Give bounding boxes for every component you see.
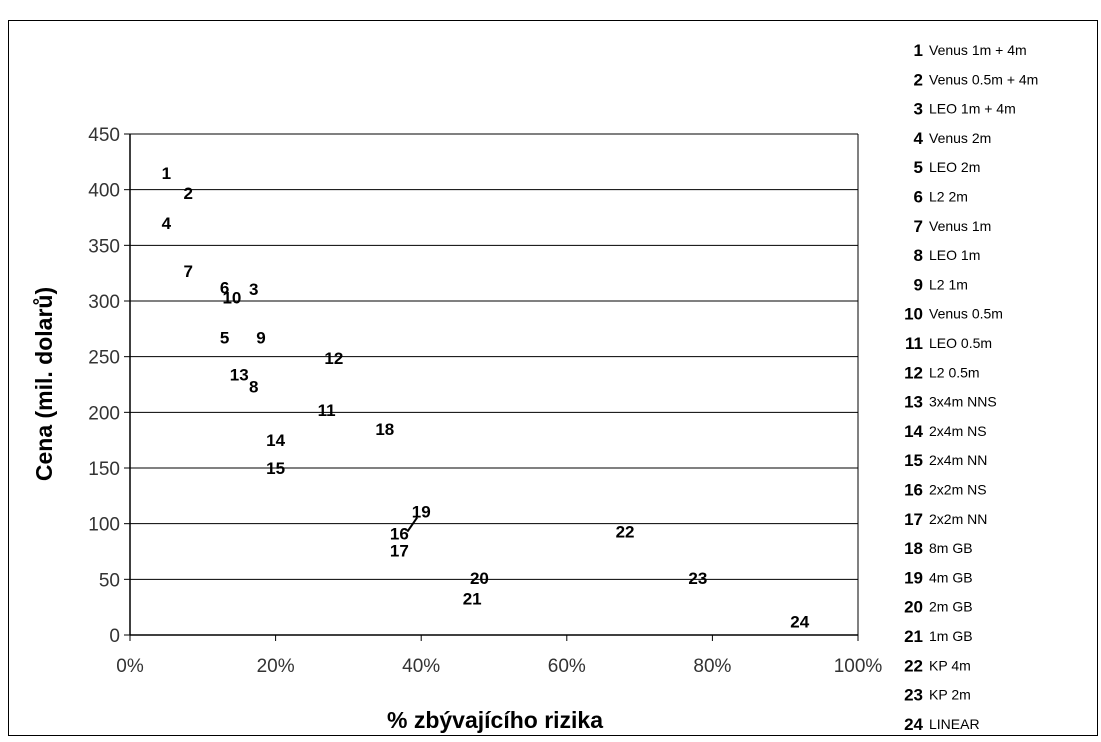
y-tick-label: 100 bbox=[88, 515, 120, 536]
legend-label-19: 4m GB bbox=[929, 569, 973, 585]
legend-label-2: Venus 0.5m + 4m bbox=[929, 71, 1038, 87]
data-point-20: 20 bbox=[470, 569, 489, 588]
legend-label-24: LINEAR bbox=[929, 716, 980, 732]
legend-number-15: 15 bbox=[904, 451, 923, 470]
x-tick-label: 60% bbox=[548, 656, 586, 677]
x-tick-label: 0% bbox=[116, 656, 144, 677]
chart-frame bbox=[8, 20, 1098, 736]
y-tick-label: 450 bbox=[88, 125, 120, 146]
data-point-17: 17 bbox=[390, 541, 409, 560]
legend-label-23: KP 2m bbox=[929, 687, 971, 703]
data-point-12: 12 bbox=[324, 349, 343, 368]
legend-label-16: 2x2m NS bbox=[929, 482, 987, 498]
data-point-23: 23 bbox=[688, 569, 707, 588]
data-point-4: 4 bbox=[162, 214, 172, 233]
data-point-8: 8 bbox=[249, 378, 258, 397]
x-tick-label: 100% bbox=[834, 656, 883, 677]
legend-label-6: L2 2m bbox=[929, 189, 968, 205]
data-point-15: 15 bbox=[266, 459, 285, 478]
legend-number-20: 20 bbox=[904, 598, 923, 617]
y-tick-label: 300 bbox=[88, 292, 120, 313]
legend-label-15: 2x4m NN bbox=[929, 452, 987, 468]
legend-number-5: 5 bbox=[914, 158, 923, 177]
data-point-6: 6 bbox=[220, 279, 229, 298]
data-point-10: 10 bbox=[222, 289, 241, 308]
data-point-24: 24 bbox=[790, 613, 809, 632]
connector-line bbox=[406, 516, 419, 533]
legend-number-10: 10 bbox=[904, 305, 923, 324]
data-point-21: 21 bbox=[463, 589, 482, 608]
x-tick-label: 80% bbox=[693, 656, 731, 677]
legend-number-19: 19 bbox=[904, 568, 923, 587]
legend-number-13: 13 bbox=[904, 393, 923, 412]
legend-number-6: 6 bbox=[914, 188, 923, 207]
legend-label-8: LEO 1m bbox=[929, 247, 980, 263]
legend-label-9: L2 1m bbox=[929, 276, 968, 292]
data-point-5: 5 bbox=[220, 329, 229, 348]
y-axis-title: Cena (mil. dolarů) bbox=[31, 287, 57, 481]
legend-label-20: 2m GB bbox=[929, 599, 973, 615]
legend-label-14: 2x4m NS bbox=[929, 423, 987, 439]
data-point-3: 3 bbox=[249, 280, 258, 299]
legend-number-9: 9 bbox=[914, 275, 923, 294]
x-tick-label: 40% bbox=[402, 656, 440, 677]
legend-number-17: 17 bbox=[904, 510, 923, 529]
data-point-1: 1 bbox=[162, 164, 171, 183]
data-point-2: 2 bbox=[184, 184, 193, 203]
legend-number-4: 4 bbox=[914, 129, 924, 148]
data-point-19: 19 bbox=[412, 502, 431, 521]
legend-number-12: 12 bbox=[904, 363, 923, 382]
y-tick-label: 200 bbox=[88, 403, 120, 424]
legend-number-8: 8 bbox=[914, 246, 923, 265]
data-point-22: 22 bbox=[616, 522, 635, 541]
y-tick-label: 400 bbox=[88, 181, 120, 202]
legend-number-2: 2 bbox=[914, 70, 923, 89]
x-tick-labels: 0% 20% 40% 60% 80% 100% bbox=[116, 656, 882, 677]
legend-number-21: 21 bbox=[904, 627, 923, 646]
x-tick-label: 20% bbox=[257, 656, 295, 677]
legend-label-7: Venus 1m bbox=[929, 218, 991, 234]
y-tick-labels: 0 50 100 150 200 250 300 350 400 450 bbox=[88, 125, 120, 647]
data-point-9: 9 bbox=[256, 329, 265, 348]
data-point-18: 18 bbox=[375, 420, 394, 439]
legend-number-3: 3 bbox=[914, 100, 923, 119]
legend-label-5: LEO 2m bbox=[929, 159, 980, 175]
y-tick-label: 0 bbox=[109, 626, 120, 647]
legend: 1 Venus 1m + 4m 2 Venus 0.5m + 4m 3 LEO 1m + … bbox=[904, 41, 1038, 734]
legend-label-3: LEO 1m + 4m bbox=[929, 101, 1016, 117]
axes bbox=[124, 133, 859, 641]
legend-label-10: Venus 0.5m bbox=[929, 306, 1003, 322]
y-tick-label: 350 bbox=[88, 236, 120, 257]
legend-label-18: 8m GB bbox=[929, 540, 973, 556]
legend-number-7: 7 bbox=[914, 217, 923, 236]
legend-label-12: L2 0.5m bbox=[929, 364, 980, 380]
legend-number-14: 14 bbox=[904, 422, 923, 441]
gridlines bbox=[130, 133, 858, 636]
data-point-14: 14 bbox=[266, 431, 285, 450]
legend-number-16: 16 bbox=[904, 481, 923, 500]
data-point-13: 13 bbox=[230, 365, 249, 384]
legend-label-13: 3x4m NNS bbox=[929, 394, 997, 410]
legend-number-24: 24 bbox=[904, 715, 923, 734]
legend-number-1: 1 bbox=[914, 41, 923, 60]
data-point-7: 7 bbox=[184, 262, 193, 281]
legend-number-22: 22 bbox=[904, 656, 923, 675]
y-tick-label: 250 bbox=[88, 348, 120, 369]
legend-number-23: 23 bbox=[904, 686, 923, 705]
legend-label-4: Venus 2m bbox=[929, 130, 991, 146]
legend-label-11: LEO 0.5m bbox=[929, 335, 992, 351]
legend-label-22: KP 4m bbox=[929, 657, 971, 673]
legend-number-11: 11 bbox=[905, 334, 923, 353]
legend-number-18: 18 bbox=[904, 539, 923, 558]
legend-label-17: 2x2m NN bbox=[929, 511, 987, 527]
y-tick-label: 50 bbox=[99, 570, 120, 591]
data-point-16: 16 bbox=[390, 525, 409, 544]
y-tick-label: 150 bbox=[88, 459, 120, 480]
legend-label-21: 1m GB bbox=[929, 628, 973, 644]
data-point-11: 11 bbox=[318, 401, 336, 420]
legend-label-1: Venus 1m + 4m bbox=[929, 42, 1027, 58]
x-axis-title: % zbývajícího rizika bbox=[387, 707, 603, 733]
